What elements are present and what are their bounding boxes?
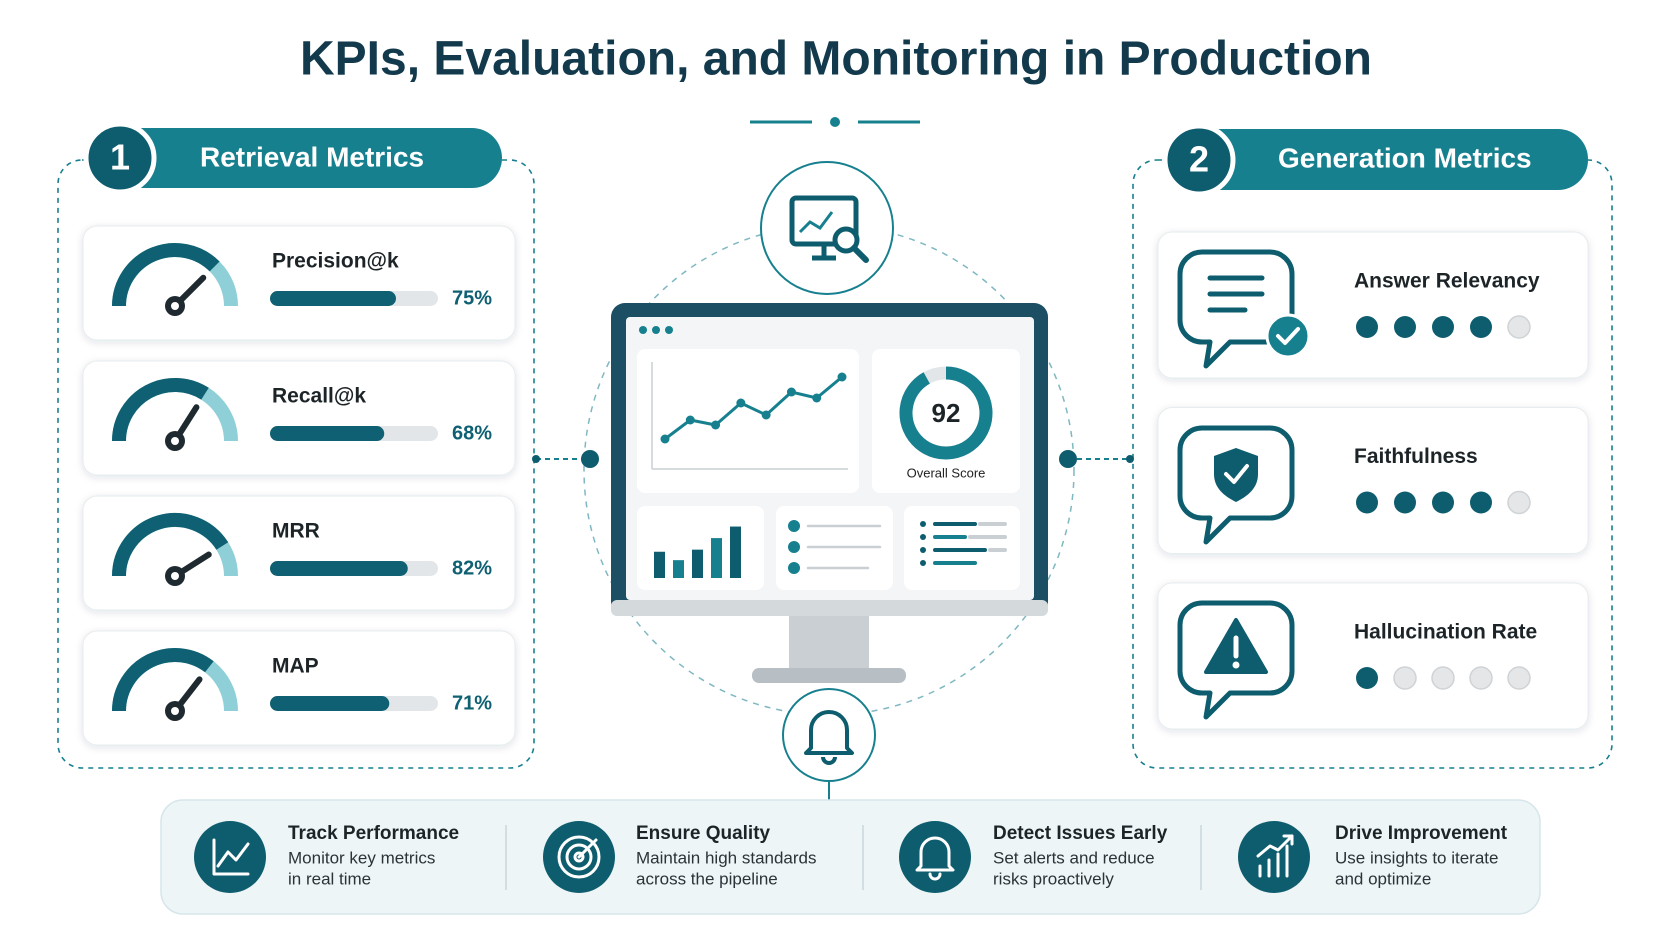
- gauge-pivot-center: [171, 302, 179, 310]
- generation-icons: [1177, 249, 1311, 720]
- gauge-pivot-center: [171, 707, 179, 715]
- rating-dot: [1356, 316, 1378, 338]
- trend-point: [786, 387, 796, 397]
- metric-name: Precision@k: [272, 250, 399, 273]
- highlight-text: in real time: [288, 869, 371, 888]
- metric-name: MAP: [272, 655, 319, 678]
- trend-point: [812, 393, 822, 403]
- bar-fill: [270, 426, 385, 441]
- rating-dot: [1431, 666, 1455, 690]
- mini-bar: [730, 526, 741, 578]
- trend-point: [837, 372, 847, 382]
- highlight-text: Maintain high standards: [636, 848, 817, 867]
- trend-point: [736, 398, 746, 408]
- metric-card: [82, 360, 516, 476]
- gauge-fill: [112, 378, 209, 442]
- rating-dot: [1507, 490, 1531, 515]
- bar-fill: [270, 291, 396, 306]
- metric-name: Answer Relevancy: [1354, 270, 1540, 293]
- mini-bar: [654, 551, 665, 578]
- gauge-fill: [112, 513, 229, 577]
- rating-dot: [1356, 667, 1378, 689]
- gauge-pivot-center: [171, 572, 179, 580]
- metric-name: Recall@k: [272, 385, 366, 408]
- score-value: 92: [932, 398, 961, 428]
- gauge-pivot-center: [171, 437, 179, 445]
- divider: [750, 117, 920, 127]
- rating-dot: [1469, 666, 1493, 690]
- mini-bar: [711, 538, 722, 578]
- panel-title: Generation Metrics: [1278, 142, 1532, 173]
- highlight-title: Track Performance: [288, 823, 459, 844]
- metric-value: 71%: [452, 692, 492, 714]
- highlight-text: across the pipeline: [636, 869, 778, 888]
- highlight-text: and optimize: [1335, 869, 1431, 888]
- metric-value: 82%: [452, 557, 492, 579]
- highlight-icons: [194, 821, 1310, 893]
- title: KPIs, Evaluation, and Monitoring in Prod…: [300, 33, 1372, 86]
- strip-dividers: [505, 825, 1202, 890]
- rating-dot: [1393, 666, 1417, 690]
- bar-fill: [270, 696, 390, 711]
- metric-card: [82, 495, 516, 611]
- mini-bar: [692, 549, 703, 578]
- metric-name: MRR: [272, 520, 320, 543]
- rating-dot: [1470, 316, 1492, 338]
- generation-header: 2 Generation Metrics: [1162, 123, 1588, 197]
- metric-card: [82, 225, 516, 341]
- highlight-text: Set alerts and reduce: [993, 848, 1155, 867]
- rating-dot: [1507, 666, 1531, 690]
- trend-point: [711, 420, 721, 430]
- rating-dot: [1394, 491, 1416, 514]
- trend-point: [761, 410, 771, 420]
- panel-number: 1: [110, 137, 130, 178]
- score-label: Overall Score: [907, 465, 986, 480]
- metric-value: 75%: [452, 287, 492, 309]
- rating-dot: [1432, 316, 1454, 338]
- highlight-title: Drive Improvement: [1335, 823, 1508, 844]
- retrieval-header: 1 Retrieval Metrics: [83, 121, 502, 195]
- rating-dot: [1507, 315, 1531, 339]
- rating-dot: [1470, 491, 1492, 514]
- highlight-text: Monitor key metrics: [288, 848, 435, 867]
- score-arc: [899, 366, 993, 460]
- bar-fill: [270, 561, 408, 576]
- metric-card: [82, 630, 516, 746]
- rating-dot: [1356, 491, 1378, 514]
- panel-number: 2: [1189, 139, 1209, 180]
- gauge-fill: [112, 648, 214, 712]
- monitor-icon: [760, 161, 894, 295]
- rating-dot: [1432, 491, 1454, 514]
- trend-point: [660, 434, 670, 444]
- highlight-title: Detect Issues Early: [993, 823, 1168, 844]
- highlight-text: risks proactively: [993, 869, 1114, 888]
- highlight-title: Ensure Quality: [636, 823, 771, 844]
- rating-dot: [1394, 316, 1416, 338]
- gauge-fill: [112, 243, 220, 307]
- metric-value: 68%: [452, 422, 492, 444]
- trend-point: [685, 415, 695, 425]
- metric-name: Faithfulness: [1354, 445, 1478, 468]
- highlight-text: Use insights to iterate: [1335, 848, 1498, 867]
- mini-bar: [673, 560, 684, 578]
- metric-name: Hallucination Rate: [1354, 621, 1537, 644]
- connector-dots: [532, 450, 1134, 468]
- alert-icon: [782, 688, 876, 782]
- generation-panel: [1132, 159, 1613, 769]
- panel-title: Retrieval Metrics: [200, 141, 424, 172]
- monitor: Overall Score: [611, 303, 1048, 683]
